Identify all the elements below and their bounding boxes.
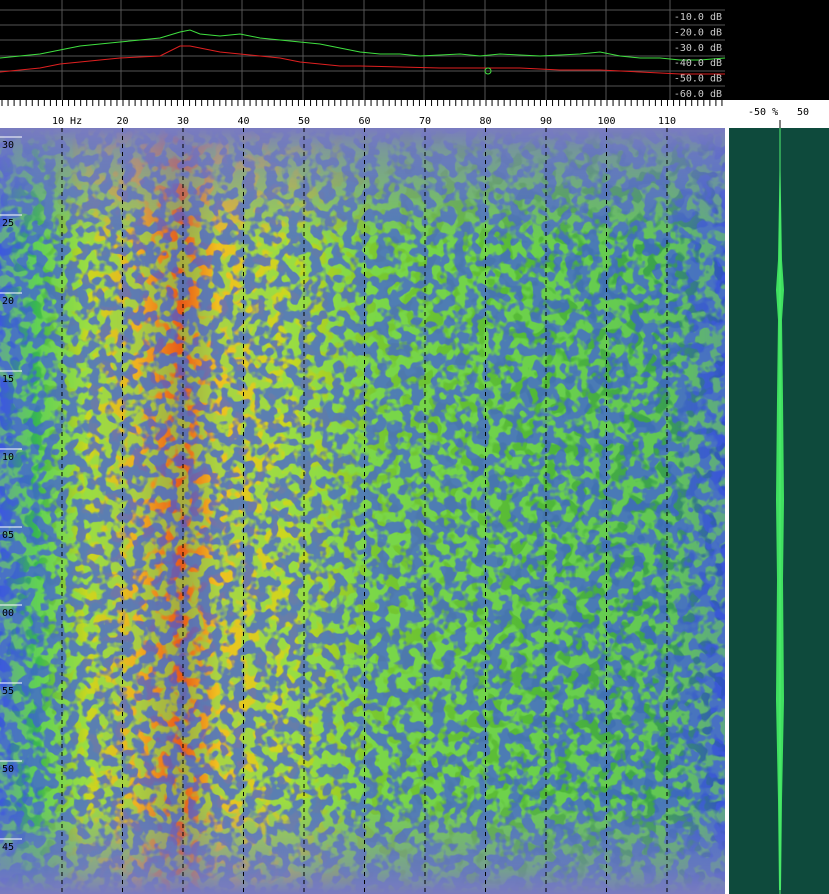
scope-ruler xyxy=(729,100,829,128)
time-label: 00 xyxy=(2,608,14,619)
time-label: 25 xyxy=(2,218,14,229)
average-curve xyxy=(0,45,725,75)
time-label: 30 xyxy=(2,140,14,151)
time-labels: 30 25 20 15 10 05 00 55 50 45 xyxy=(0,136,22,853)
scope-label: -50 % xyxy=(748,107,778,118)
db-label: -60.0 dB xyxy=(674,89,722,100)
time-label: 45 xyxy=(2,842,14,853)
db-labels: -10.0 dB -20.0 dB -30.0 dB -40.0 dB -50.0 dB… xyxy=(674,12,722,100)
frequency-label: 110 xyxy=(658,116,676,127)
frequency-label: 80 xyxy=(479,116,491,127)
spectrogram xyxy=(0,128,725,894)
db-label: -40.0 dB xyxy=(674,58,722,69)
spectrum-grid xyxy=(0,0,725,100)
time-label: 10 xyxy=(2,452,14,463)
frequency-label: 70 xyxy=(419,116,431,127)
ruler-ticks xyxy=(1,100,723,106)
frequency-label: 20 xyxy=(116,116,128,127)
db-label: -20.0 dB xyxy=(674,27,722,38)
divider xyxy=(725,100,729,894)
spectrum-panel xyxy=(0,0,725,100)
time-label: 50 xyxy=(2,764,14,775)
marker xyxy=(484,67,492,75)
db-label: -10.0 dB xyxy=(674,12,722,23)
frequency-label: 90 xyxy=(540,116,552,127)
frequency-label: 100 xyxy=(597,116,615,127)
db-label: -50.0 dB xyxy=(674,74,722,85)
frequency-label: 10 Hz xyxy=(52,116,82,127)
frequency-label: 60 xyxy=(358,116,370,127)
frequency-label: 30 xyxy=(177,116,189,127)
frequency-label: 40 xyxy=(237,116,249,127)
time-label: 15 xyxy=(2,374,14,385)
frequency-ruler xyxy=(0,100,725,128)
time-label: 55 xyxy=(2,686,14,697)
frequency-label: 50 xyxy=(298,116,310,127)
time-label: 05 xyxy=(2,530,14,541)
peak-curve xyxy=(0,29,726,61)
db-label: -30.0 dB xyxy=(674,43,722,54)
frequency-labels: 10 Hz 20 30 40 50 60 70 80 90 100 110 xyxy=(52,116,676,127)
scope-label: 50 xyxy=(797,107,809,118)
time-label: 20 xyxy=(2,296,14,307)
